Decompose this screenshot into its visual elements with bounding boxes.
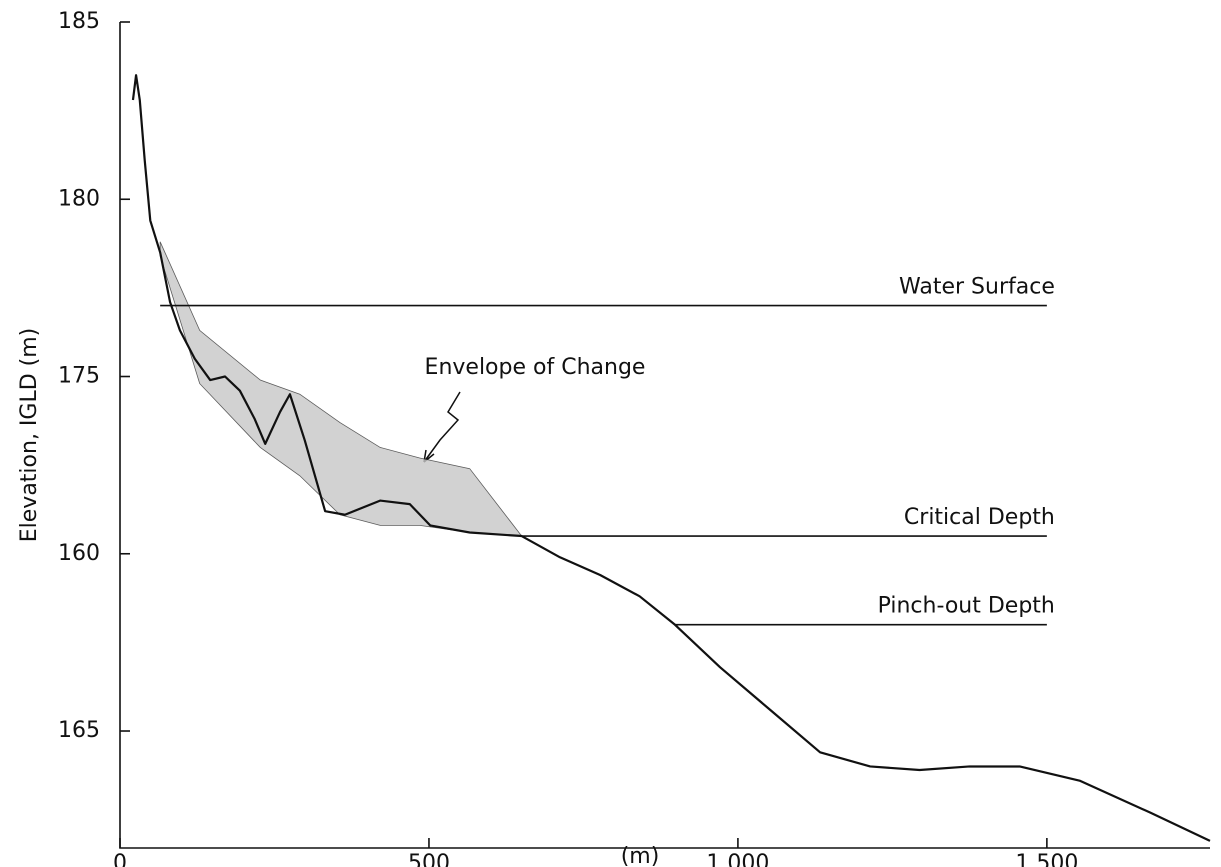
x-tick-label: 500	[408, 851, 450, 867]
y-tick-label: 165	[58, 718, 100, 743]
x-tick-label: 0	[113, 851, 127, 867]
profile-line	[131, 74, 1211, 842]
y-tick-label: 175	[58, 364, 100, 389]
envelope-label: Envelope of Change	[425, 355, 646, 380]
x-tick-label: 1,500	[1015, 851, 1078, 867]
y-tick-label: 185	[58, 9, 100, 34]
level-label: Critical Depth	[904, 505, 1055, 530]
annotation-arrow	[423, 391, 461, 463]
level-label: Pinch-out Depth	[878, 594, 1055, 619]
x-tick-label: 1,000	[706, 851, 769, 867]
y-tick-label: 160	[58, 541, 100, 566]
level-label: Water Surface	[899, 275, 1055, 300]
y-axis-label: Elevation, IGLD (m)	[17, 328, 42, 543]
y-tick-label: 180	[58, 186, 100, 211]
x-axis-label: (m)	[621, 844, 660, 867]
envelope-area	[159, 241, 523, 537]
